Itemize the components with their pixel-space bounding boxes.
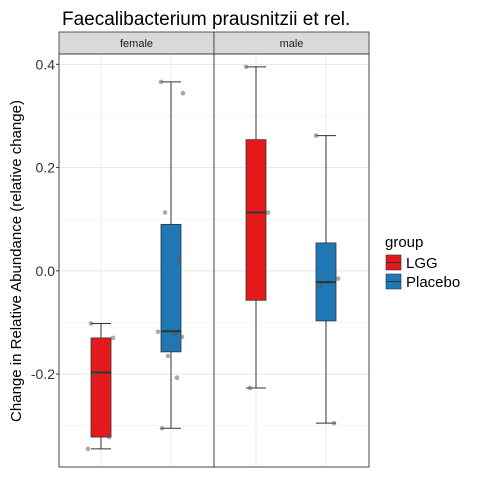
y-axis-ticks: -0.2 0.0 0.2 0.4: [31, 56, 59, 382]
data-point: [85, 446, 91, 452]
data-point: [162, 210, 168, 215]
data-point: [92, 371, 98, 377]
box-lgg: [90, 337, 112, 438]
panel-female: [58, 53, 215, 468]
data-point: [88, 321, 94, 326]
data-point: [110, 335, 116, 341]
legend-entry-placebo: Placebo: [385, 273, 460, 291]
panel-male: [213, 53, 370, 468]
legend-label-lgg: LGG: [406, 255, 438, 272]
legend: group LGG Placebo: [385, 234, 460, 291]
data-point: [331, 420, 337, 426]
data-point: [265, 210, 271, 215]
y-tick-label: 0.0: [36, 263, 56, 279]
data-point: [317, 284, 323, 289]
y-tick-label: 0.2: [36, 160, 56, 176]
panel-background: [214, 54, 369, 467]
chart-title: Faecalibacterium prausnitzii et rel.: [62, 9, 350, 30]
data-point: [158, 79, 164, 85]
legend-title: group: [385, 234, 423, 251]
data-point: [180, 90, 186, 96]
data-point: [179, 334, 185, 340]
data-point: [159, 425, 165, 431]
data-point: [247, 385, 253, 391]
facet-label-male: male: [280, 38, 304, 50]
box-lgg: [245, 139, 267, 301]
y-axis-title: Change in Relative Abundance (relative c…: [8, 100, 25, 422]
data-point: [335, 276, 341, 281]
legend-entry-lgg: LGG: [385, 254, 438, 272]
y-tick-label: -0.2: [31, 366, 55, 382]
data-point: [243, 64, 249, 70]
data-point: [155, 329, 161, 335]
box-placebo: [160, 223, 182, 353]
data-point: [313, 133, 319, 138]
data-point: [165, 353, 171, 359]
data-point: [106, 434, 112, 440]
legend-label-placebo: Placebo: [406, 274, 460, 291]
panel-background: [59, 54, 214, 467]
y-tick-label: 0.4: [36, 56, 56, 72]
data-point: [174, 375, 180, 380]
facet-label-female: female: [120, 38, 153, 50]
data-point: [176, 256, 182, 262]
data-point: [172, 331, 178, 337]
panel-border: [213, 53, 370, 468]
